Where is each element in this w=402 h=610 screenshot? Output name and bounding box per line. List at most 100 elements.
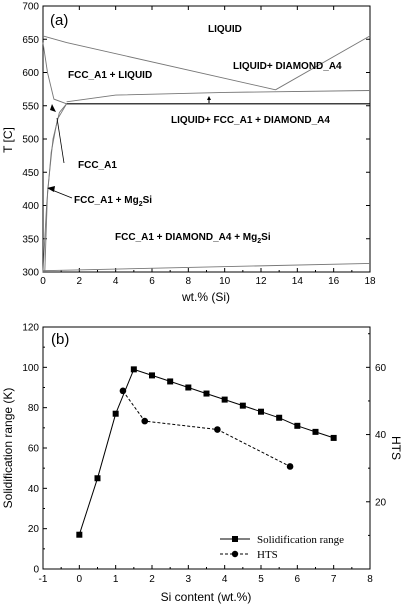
hts-point-0 <box>119 387 127 395</box>
pd-x-tick-label-8: 16 <box>328 276 340 287</box>
chart-x-tick-label-1: 0 <box>77 574 83 585</box>
solidification-range-point-6 <box>185 384 192 391</box>
region-fcc-mg2si: FCC_A1 + Mg2Si <box>74 195 152 208</box>
phase-boundary-bottom-boundary <box>42 262 371 272</box>
pd-x-tick-label-3: 6 <box>149 276 155 287</box>
solidification-range-point-1 <box>94 475 101 482</box>
fcc-pointer-line <box>56 117 65 164</box>
region-fcc-mg2si-sub: 2 <box>139 201 143 208</box>
panel-a-label: (a) <box>50 12 68 29</box>
chart-y-tick-label-1: 20 <box>28 524 40 535</box>
pd-x-tick-label-6: 12 <box>255 276 267 287</box>
legend-hts-marker <box>231 550 239 558</box>
solidification-range-point-11 <box>276 414 283 421</box>
solidification-range-point-4 <box>149 372 155 379</box>
region-liquid-diamond: LIQUID+ DIAMOND_A4 <box>233 61 342 72</box>
region-three-phase-sub: 2 <box>257 238 261 245</box>
region-fcc-mg2si-main: FCC_A1 + Mg <box>74 195 139 206</box>
panel-b-label: (b) <box>51 331 69 348</box>
pd-y-tick-label-2: 400 <box>22 201 39 212</box>
chart-y2-tick-label-0: 20 <box>375 497 387 508</box>
pd-y-tick-label-7: 650 <box>22 35 39 46</box>
pd-y-tick-label-4: 500 <box>22 135 39 146</box>
phase-boundary-liquidus-fcc <box>42 35 276 91</box>
legend-hts-label: HTS <box>257 549 278 561</box>
phase-diagram-ticks: 0 2 4 6 8 10 12 14 16 18 300 350 400 450 500 550 600 650 7… <box>22 2 376 288</box>
region-liquid-fcc-diamond: LIQUID+ FCC_A1 + DIAMOND_A4 <box>171 115 330 126</box>
pd-y-tick-label-0: 300 <box>22 268 39 279</box>
pd-x-tick-label-5: 10 <box>219 276 231 287</box>
chart-y-axis-label: Solidification range (K) <box>1 388 15 509</box>
solidification-range-point-12 <box>294 422 301 429</box>
chart-x-axis-label: Si content (wt.%) <box>161 590 252 604</box>
solidification-range-point-8 <box>221 396 228 403</box>
phase-boundary-eutectic-upper <box>66 90 371 103</box>
chart-y2-tick-label-2: 60 <box>375 363 387 374</box>
region-three-phase: FCC_A1 + DIAMOND_A4 + Mg2Si <box>115 232 271 245</box>
solidification-range-point-2 <box>112 410 119 417</box>
chart-y-tick-label-3: 60 <box>28 444 40 455</box>
chart-x-tick-label-0: -1 <box>39 574 48 585</box>
pd-x-tick-label-0: 0 <box>40 276 46 287</box>
solidification-range-point-3 <box>130 366 137 373</box>
phase-boundary-solidus <box>42 42 67 105</box>
region-three-phase-main: FCC_A1 + DIAMOND_A4 + Mg <box>115 232 257 243</box>
pd-x-tick-label-1: 2 <box>77 276 83 287</box>
chart-y-tick-label-6: 120 <box>22 323 39 334</box>
solidification-range-point-5 <box>167 378 174 385</box>
pd-x-tick-label-9: 18 <box>364 276 376 287</box>
chart-legend: Solidification range HTS <box>220 534 344 561</box>
phase-diagram-x-axis-label: wt.% (Si) <box>181 290 230 304</box>
chart-x-tick-label-8: 7 <box>331 574 337 585</box>
chart-x-tick-label-3: 2 <box>149 574 155 585</box>
legend-solidification-marker <box>232 536 238 542</box>
pd-y-tick-label-8: 700 <box>22 2 39 13</box>
chart-x-tick-label-6: 5 <box>258 574 264 585</box>
pd-y-tick-label-1: 350 <box>22 234 39 245</box>
phase-diagram-panel: 0 2 4 6 8 10 12 14 16 18 300 350 400 450 500 550 600 650 7… <box>1 2 376 305</box>
chart-y-tick-label-0: 0 <box>33 565 39 576</box>
pd-x-tick-label-2: 4 <box>113 276 119 287</box>
chart-y2-axis-label: HTS <box>389 436 402 460</box>
chart-x-tick-label-5: 4 <box>222 574 228 585</box>
chart-y2-tick-label-1: 40 <box>375 430 387 441</box>
mg2si-pointer-arrowhead <box>47 186 55 192</box>
pd-x-tick-label-4: 8 <box>186 276 192 287</box>
phase-diagram-y-axis-label: T [C] <box>1 127 15 153</box>
hts-point-3 <box>286 463 294 470</box>
region-fcc: FCC_A1 <box>78 160 117 171</box>
solidification-range-point-7 <box>203 390 210 397</box>
pd-y-tick-label-3: 450 <box>22 168 39 179</box>
solidification-range-point-0 <box>76 531 83 538</box>
region-three-phase-end: Si <box>261 232 271 243</box>
eutectic-gap-arrowhead <box>207 96 211 100</box>
chart-x-tick-label-2: 1 <box>113 574 119 585</box>
pd-y-tick-label-6: 600 <box>22 68 39 79</box>
chart-x-tick-label-9: 8 <box>367 574 373 585</box>
phase-diagram-curves <box>42 35 371 273</box>
legend-solidification-label: Solidification range <box>257 534 344 546</box>
region-fcc-mg2si-end: Si <box>143 195 153 206</box>
chart-x-tick-label-4: 3 <box>186 574 192 585</box>
mg2si-pointer-line <box>51 189 73 199</box>
chart-y-tick-label-2: 40 <box>28 484 40 495</box>
region-fcc-liquid: FCC_A1 + LIQUID <box>68 70 152 81</box>
solidification-chart-frame <box>42 326 371 570</box>
region-liquid: LIQUID <box>208 24 242 35</box>
chart-x-tick-label-7: 6 <box>295 574 301 585</box>
pd-x-tick-label-7: 14 <box>292 276 304 287</box>
solidification-range-point-10 <box>258 408 264 415</box>
solidification-range-point-14 <box>330 434 337 441</box>
phase-boundary-solvus-fcc <box>44 103 67 273</box>
chart-y-tick-label-4: 80 <box>28 403 40 414</box>
chart-y-tick-label-5: 100 <box>22 363 39 374</box>
solidification-range-point-13 <box>312 428 319 435</box>
series-line-hts <box>122 390 291 467</box>
hts-point-2 <box>214 426 221 433</box>
pd-y-tick-label-5: 550 <box>22 101 39 112</box>
solidification-range-point-9 <box>239 402 246 409</box>
